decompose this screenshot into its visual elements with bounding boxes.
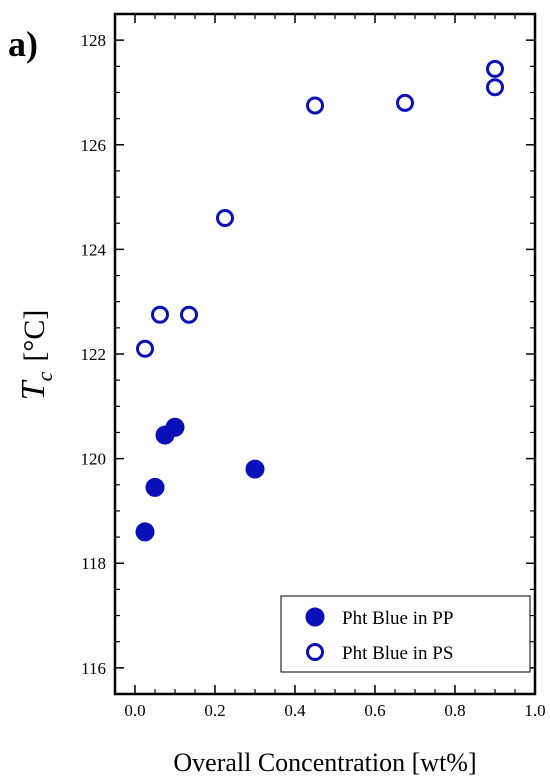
y-tick-label: 124 [81, 240, 107, 259]
legend-label-pp: Pht Blue in PP [342, 608, 453, 629]
legend: Pht Blue in PP Pht Blue in PS [280, 595, 531, 673]
data-point-ps [180, 305, 198, 324]
y-tick-label: 116 [81, 659, 106, 678]
x-axis-label: Overall Concentration [wt%] [173, 748, 476, 777]
data-point-ps [486, 78, 504, 97]
y-tick-labels: 116 118 120 122 124 126 128 [81, 31, 107, 678]
legend-box [280, 595, 531, 673]
plot-frame [113, 12, 537, 696]
legend-marker-ps [306, 643, 324, 661]
x-tick-label: 0.0 [124, 701, 145, 720]
x-tick-label: 0.6 [364, 701, 385, 720]
data-point-ps [151, 305, 169, 324]
plot-area [113, 12, 537, 696]
y-tick-label: 128 [81, 31, 107, 50]
y-tick-label: 120 [81, 450, 107, 469]
x-tick-label: 0.8 [444, 701, 465, 720]
x-tick-label: 0.2 [204, 701, 225, 720]
y-tick-label: 122 [81, 345, 107, 364]
axis-ticks [114, 13, 536, 695]
data-point-pp [245, 459, 265, 479]
y-tick-label: 126 [81, 136, 107, 155]
data-points [135, 59, 504, 542]
x-tick-labels: 0.0 0.2 0.4 0.6 0.8 1.0 [124, 701, 545, 720]
data-point-ps [486, 59, 504, 78]
y-axis-label-symbol: T [15, 379, 52, 400]
y-tick-label: 118 [81, 554, 106, 573]
data-point-pp [135, 522, 155, 542]
y-axis-label-unit: [°C] [18, 310, 51, 362]
data-point-ps [216, 209, 234, 227]
y-axis-label-subscript: c [32, 371, 57, 381]
data-point-pp [165, 417, 185, 437]
x-tick-label: 0.4 [284, 701, 306, 720]
legend-marker-pp [305, 607, 325, 627]
data-point-pp [145, 477, 165, 497]
data-point-ps [396, 93, 414, 112]
x-tick-label: 1.0 [524, 701, 545, 720]
y-axis-label: Tc [°C] [15, 310, 57, 401]
legend-label-ps: Pht Blue in PS [342, 643, 453, 664]
data-point-ps [136, 339, 154, 358]
panel-label: a) [8, 24, 38, 64]
data-point-ps [306, 96, 324, 115]
